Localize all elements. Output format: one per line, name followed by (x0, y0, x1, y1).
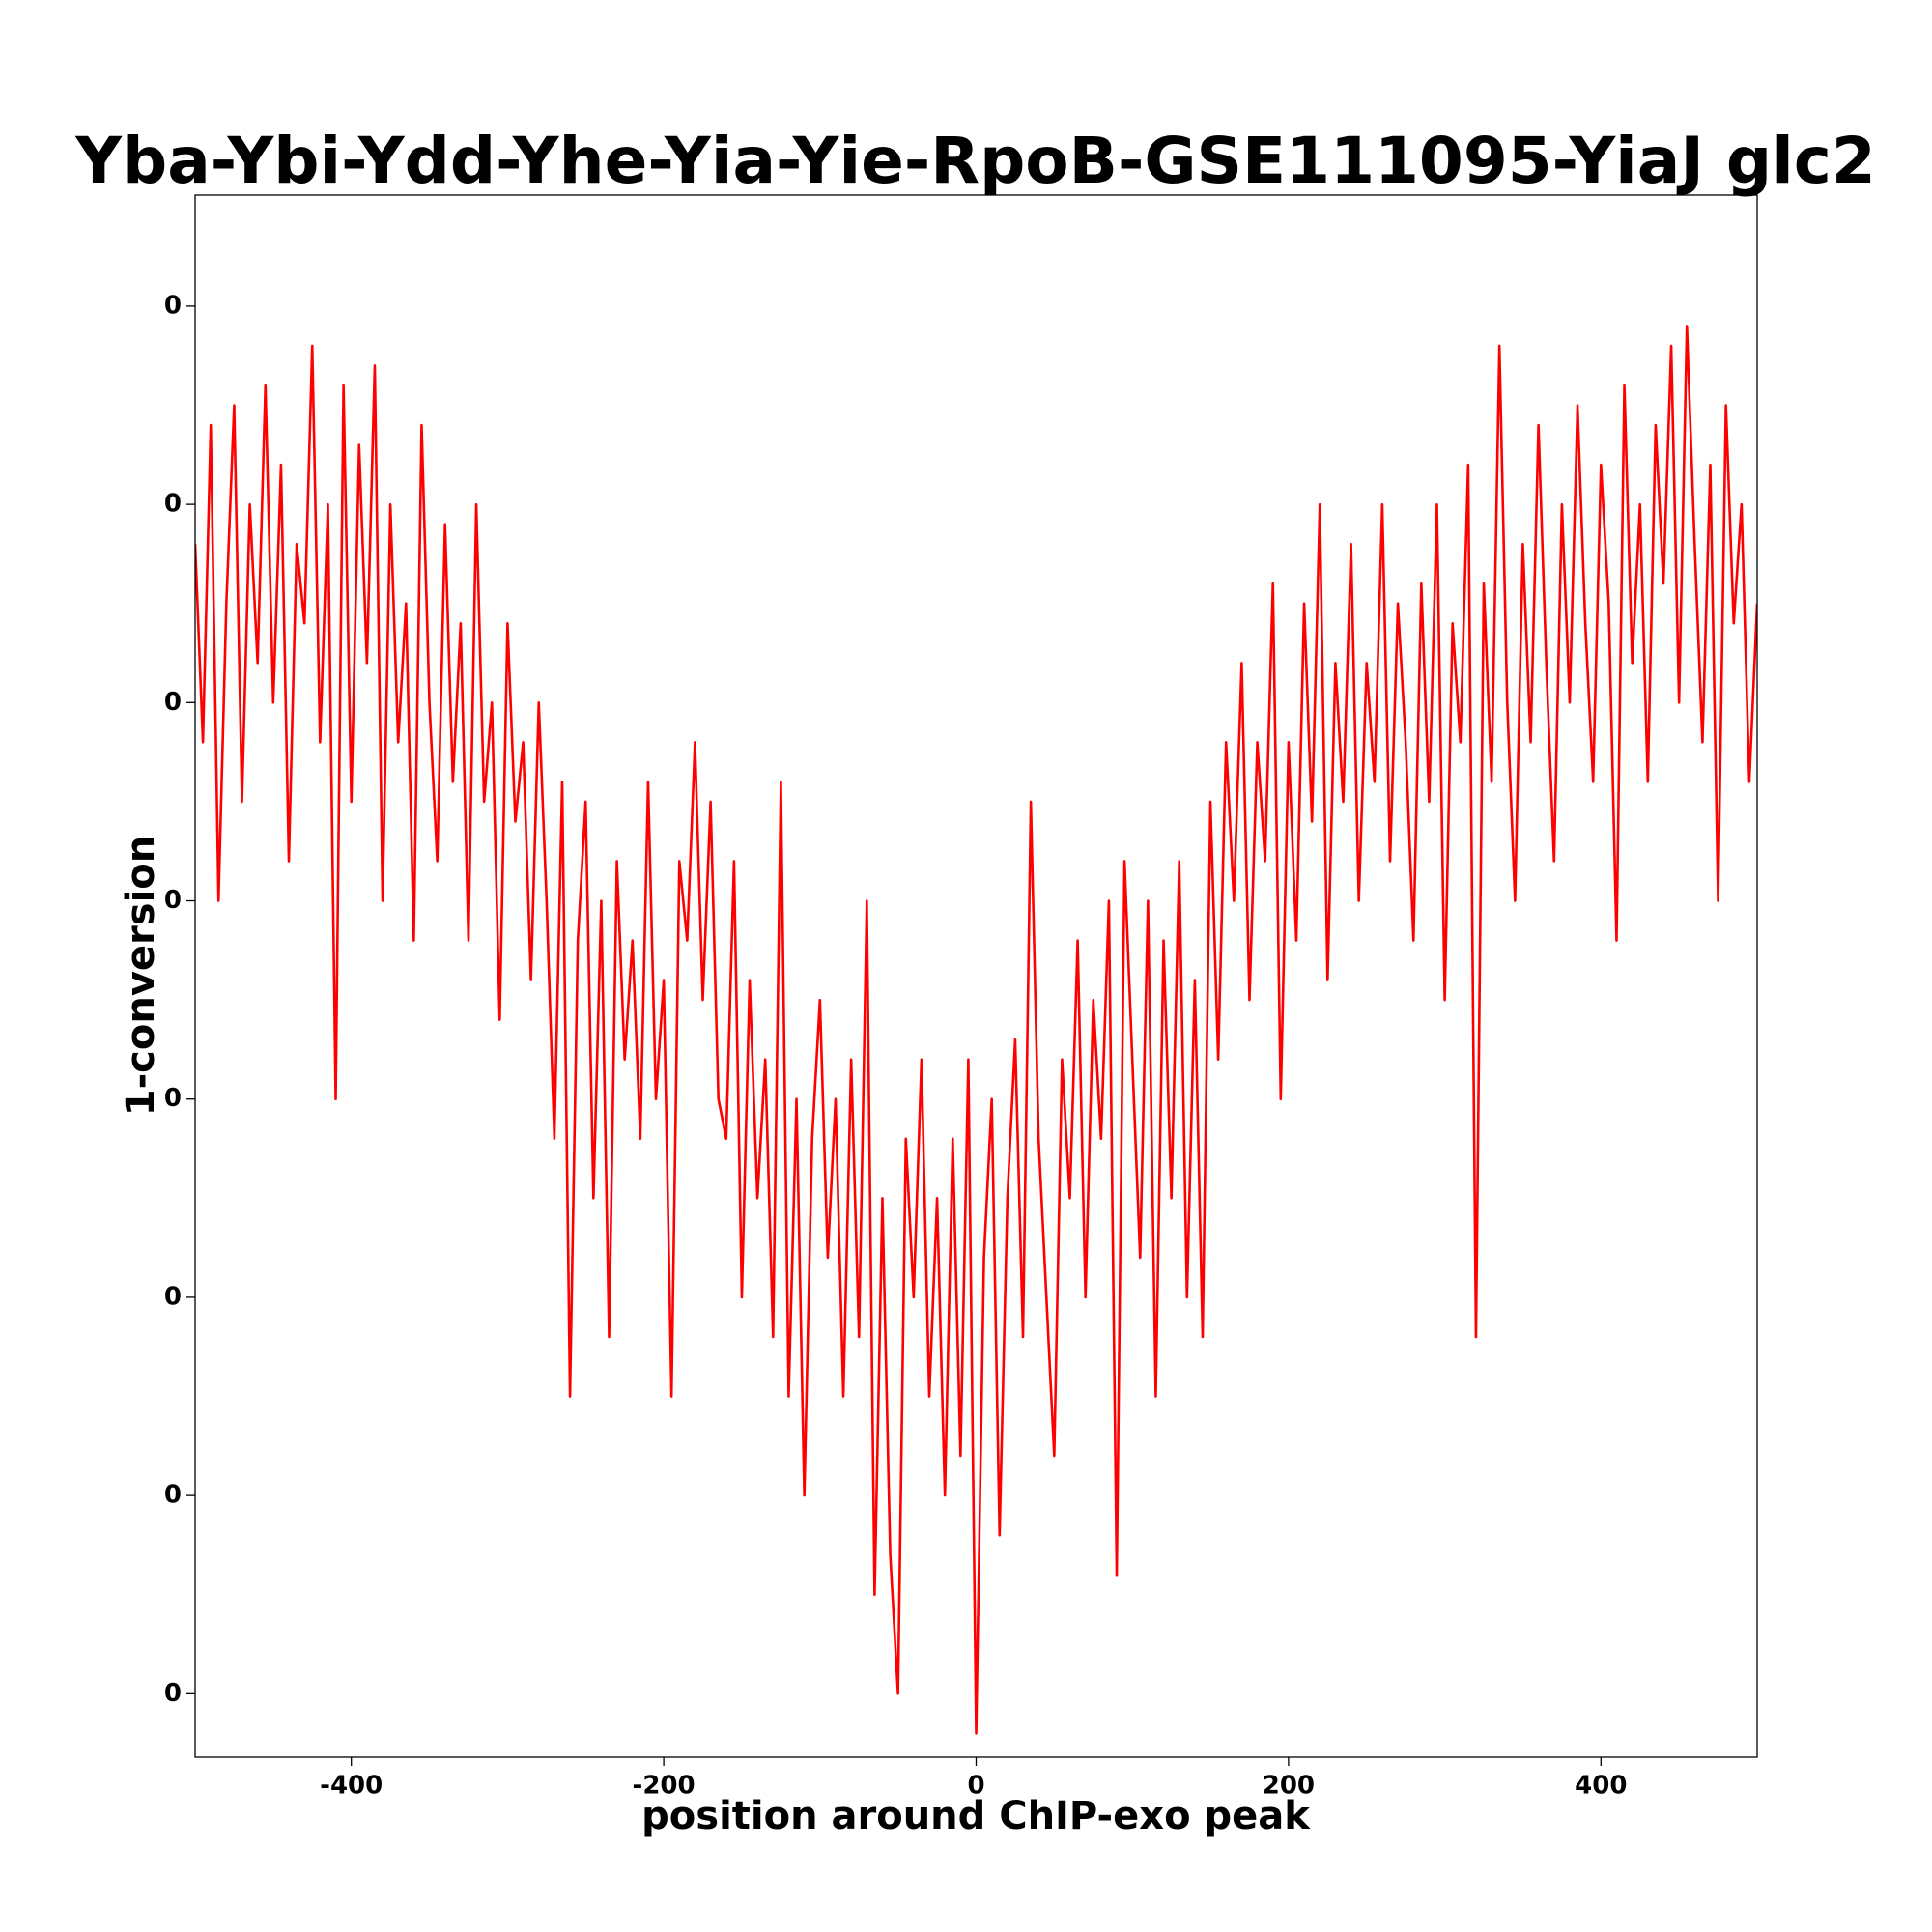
y-tick-label: 0 (164, 490, 182, 519)
y-tick-label: 0 (164, 1282, 182, 1311)
x-axis-label: position around ChIP-exo peak (641, 1794, 1311, 1838)
plot-area (195, 325, 1757, 1735)
x-tick-label: -200 (633, 1772, 696, 1801)
y-axis-label: 1-conversion (119, 836, 163, 1117)
chart-title: Yba-Ybi-Ydd-Yhe-Yia-Yie-RpoB-GSE111095-Y… (74, 124, 1876, 198)
y-tick-label: 0 (164, 1481, 182, 1510)
x-tick-label: -400 (320, 1772, 383, 1801)
y-tick-label: 0 (164, 291, 182, 320)
x-tick-label: 400 (1575, 1772, 1627, 1801)
x-tick-label: 200 (1263, 1772, 1315, 1801)
y-tick-label: 0 (164, 886, 182, 915)
y-tick-label: 0 (164, 1084, 182, 1113)
y-tick-label: 0 (164, 688, 182, 717)
y-tick-label: 0 (164, 1679, 182, 1708)
data-line (195, 325, 1757, 1735)
x-tick-label: 0 (967, 1772, 984, 1801)
